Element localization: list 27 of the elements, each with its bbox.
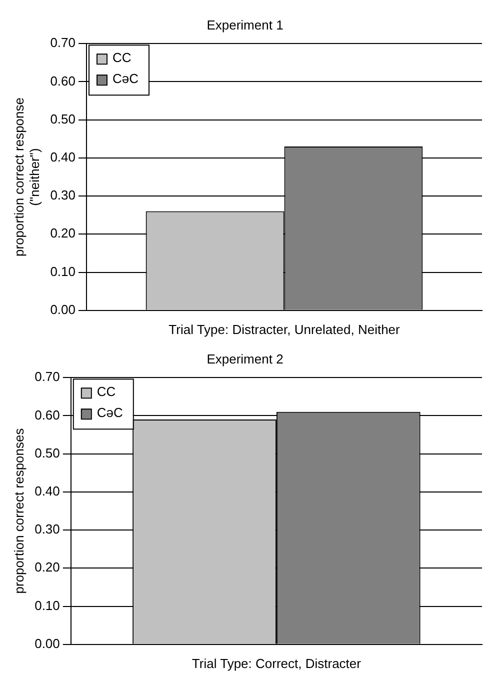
text: ("neither") — [26, 148, 42, 206]
chart-title: Experiment 2 — [206, 351, 284, 366]
legend-label: CəC — [112, 71, 139, 86]
y-tick-label: 0.50 — [50, 111, 76, 126]
y-tick-label: 0.00 — [34, 636, 60, 651]
y-tick-label: 0.70 — [34, 369, 60, 384]
legend-label: CəC — [96, 405, 123, 420]
legend-label: CC — [112, 50, 132, 66]
y-tick-label: 0.50 — [34, 445, 60, 460]
x-axis-title: Trial Type: Distracter, Unrelated, Neither — [168, 322, 401, 337]
y-tick-label: 0.30 — [50, 188, 76, 203]
y-tick-label: 0.40 — [34, 484, 60, 499]
y-tick-label: 0.60 — [34, 407, 60, 422]
text: proportion correct response — [11, 98, 26, 256]
y-tick-label: 0.00 — [50, 302, 76, 317]
chart-title: Experiment 1 — [206, 17, 284, 32]
y-axis-title: proportion correct responses — [11, 428, 26, 594]
y-tick-label: 0.10 — [50, 264, 76, 279]
y-tick-label: 0.70 — [50, 35, 76, 50]
y-tick-label: 0.30 — [34, 522, 60, 537]
y-tick-label: 0.20 — [50, 226, 76, 241]
y-tick-label: 0.10 — [34, 598, 60, 613]
x-axis-title: Trial Type: Correct, Distracter — [192, 656, 362, 671]
y-tick-label: 0.40 — [50, 150, 76, 165]
y-tick-label: 0.60 — [50, 73, 76, 88]
y-tick-label: 0.20 — [34, 560, 60, 575]
legend-label: CC — [96, 384, 116, 400]
